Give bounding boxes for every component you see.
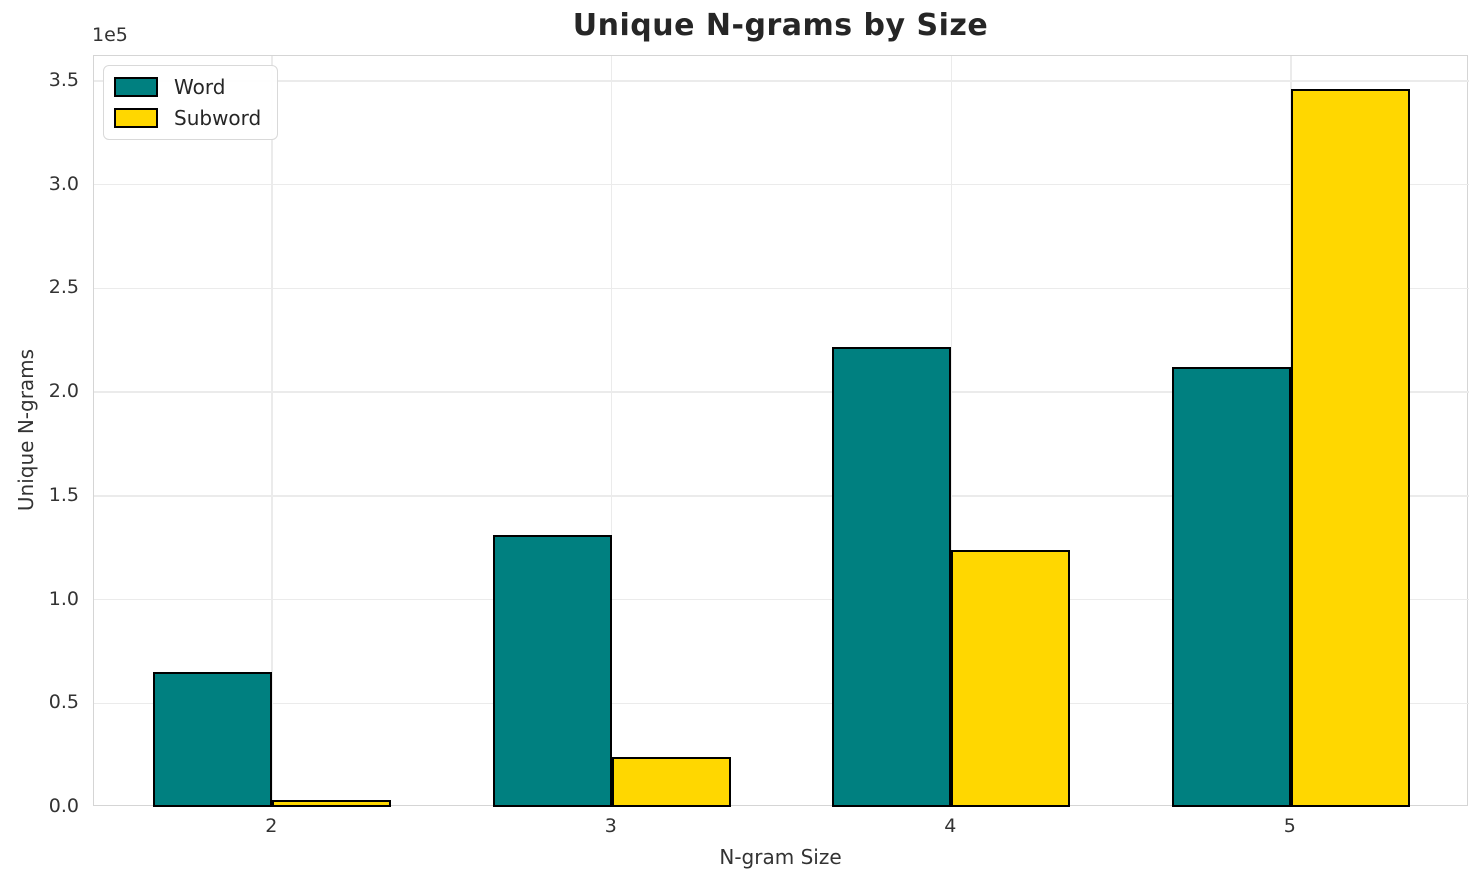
gridline-horizontal — [94, 80, 1469, 82]
y-axis-offset-label: 1e5 — [92, 24, 128, 46]
legend: Word Subword — [103, 65, 279, 140]
y-tick-label: 3.0 — [48, 172, 79, 195]
gridline-vertical — [610, 56, 613, 807]
x-tick-label: 4 — [944, 815, 957, 837]
gridline-horizontal — [94, 702, 1469, 705]
y-tick-label: 2.0 — [48, 380, 79, 403]
y-tick-label: 3.5 — [48, 68, 79, 91]
x-axis-label: N-gram Size — [719, 845, 842, 869]
legend-label-subword: Subword — [174, 106, 262, 130]
y-tick-label: 0.0 — [48, 795, 79, 817]
bar-subword-5 — [1290, 89, 1410, 807]
bar-word-4 — [832, 347, 952, 807]
legend-swatch-word — [114, 77, 158, 97]
bar-subword-3 — [611, 757, 731, 807]
gridline-vertical — [271, 56, 273, 807]
bar-word-3 — [492, 535, 612, 807]
gridline-horizontal — [94, 183, 1469, 186]
gridline-horizontal — [94, 287, 1469, 290]
x-tick-label: 3 — [604, 815, 617, 837]
gridline-horizontal — [94, 598, 1469, 601]
legend-label-word: Word — [174, 75, 226, 99]
plot-area: Word Subword — [93, 55, 1469, 807]
legend-swatch-subword — [114, 108, 158, 128]
bar-subword-2 — [272, 799, 392, 807]
legend-item-subword: Subword — [114, 106, 261, 130]
chart-title: Unique N-grams by Size — [572, 8, 989, 43]
x-tick-label: 2 — [265, 815, 278, 837]
y-tick-label: 1.0 — [48, 587, 79, 610]
y-tick-label: 2.5 — [48, 276, 79, 299]
legend-item-word: Word — [114, 75, 261, 99]
bar-subword-4 — [951, 549, 1071, 807]
y-tick-label: 0.5 — [48, 691, 79, 714]
y-tick-label: 1.5 — [48, 483, 79, 506]
gridline-horizontal — [94, 391, 1469, 393]
bar-word-5 — [1171, 367, 1291, 807]
gridline-vertical — [950, 56, 952, 807]
x-tick-label: 5 — [1283, 815, 1296, 837]
gridline-horizontal — [94, 495, 1469, 497]
bar-word-2 — [153, 672, 273, 807]
